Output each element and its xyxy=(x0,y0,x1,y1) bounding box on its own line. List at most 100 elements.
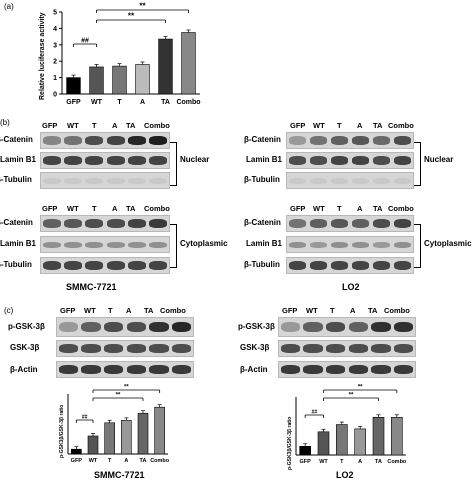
sig-label: ## xyxy=(312,410,318,416)
blot-band xyxy=(85,219,104,228)
blot-band xyxy=(309,136,328,145)
blot-band xyxy=(288,156,307,165)
bar xyxy=(181,32,196,95)
blot-band xyxy=(85,136,104,145)
blot-band xyxy=(393,136,412,145)
blot-band xyxy=(330,219,349,228)
bar xyxy=(137,412,149,455)
chart-c-right-xlabels: GFP WT T A TA Combo xyxy=(300,459,407,465)
blot-band xyxy=(149,136,168,145)
blot-band xyxy=(64,177,82,184)
blot-strip xyxy=(278,340,416,357)
blot-band xyxy=(172,365,192,374)
lane-label-gfp: GFP xyxy=(60,306,76,315)
x-tick-label: Combo xyxy=(150,458,170,464)
blot-strip xyxy=(286,236,414,253)
blot-band xyxy=(330,177,349,184)
blot-band xyxy=(128,241,146,248)
blot-band xyxy=(372,261,391,270)
y-tick-label: 3 xyxy=(53,42,57,49)
lane-label-wt: WT xyxy=(84,306,96,315)
bar xyxy=(299,445,311,456)
blot-band xyxy=(394,344,414,353)
sig-label: ## xyxy=(81,38,89,45)
blot-band xyxy=(104,322,124,332)
blot-band xyxy=(330,136,349,145)
sig-label: ** xyxy=(128,12,135,21)
blot-band xyxy=(85,156,104,165)
blot-band xyxy=(64,156,82,165)
lane-label-t: T xyxy=(337,121,342,130)
blot-band xyxy=(371,344,391,353)
bar xyxy=(112,65,127,95)
x-tick-label: GFP xyxy=(66,99,81,106)
blot-band xyxy=(42,219,61,228)
chart-a-sig: ## ** ** xyxy=(73,2,189,47)
x-tick-label: T xyxy=(340,459,344,465)
label-lamin-cyto-left: Lamin B1 xyxy=(0,239,37,248)
x-tick-label: A xyxy=(124,458,128,464)
lane-label-combo: Combo xyxy=(384,306,410,315)
lane-label-ta: TA xyxy=(368,306,378,315)
label-nuclear-left: Nuclear xyxy=(180,155,210,164)
lane-label-wt: WT xyxy=(67,121,79,130)
blot-band xyxy=(372,136,391,145)
blot-band xyxy=(64,136,82,145)
y-tick-label: 5 xyxy=(53,10,57,17)
label-p-gsk-right: p-GSK-3β xyxy=(238,322,275,331)
blot-band xyxy=(149,177,168,184)
panel-label-b: (b) xyxy=(0,118,10,127)
bracket-nuclear-right xyxy=(414,142,421,186)
bar xyxy=(121,420,132,455)
label-beta-catenin-nuc-left: β-Catenin xyxy=(0,135,33,144)
lane-label-ta: TA xyxy=(144,306,154,315)
chart-c-left-bars xyxy=(71,404,165,455)
label-tubulin-nuc-right: β-Tubulin xyxy=(244,175,280,184)
blot-band xyxy=(172,344,192,353)
chart-a-xlabels: GFP WT T A TA Combo xyxy=(66,99,200,106)
x-tick-label: TA xyxy=(375,459,382,465)
blot-band xyxy=(351,177,370,184)
lane-label-ta: TA xyxy=(126,204,136,213)
blot-band xyxy=(393,156,412,165)
blot-band xyxy=(309,219,328,228)
lane-label-ta: TA xyxy=(373,204,383,213)
blot-band xyxy=(309,241,328,248)
blot-band xyxy=(351,261,370,270)
blot-band xyxy=(326,365,346,374)
label-beta-catenin-cyto-right: β-Catenin xyxy=(244,218,281,227)
blot-strip xyxy=(40,257,170,274)
chart-c-left-title: SMMC-7721 xyxy=(94,470,145,480)
blot-band xyxy=(106,219,125,228)
blot-band xyxy=(280,322,300,332)
sig-label: ** xyxy=(124,385,129,391)
blot-band xyxy=(42,177,61,184)
blot-strip xyxy=(286,152,414,169)
sig-label: ** xyxy=(349,393,354,399)
blot-strip xyxy=(286,172,414,189)
chart-a-ylabel: Relative luciferase activity xyxy=(39,12,46,100)
x-tick-label: TA xyxy=(140,458,147,464)
label-gsk-left: GSK-3β xyxy=(10,343,40,352)
label-nuclear-right: Nuclear xyxy=(424,155,454,164)
blot-band xyxy=(371,322,391,332)
blot-strip xyxy=(40,152,170,169)
blot-band xyxy=(149,344,169,353)
x-tick-label: T xyxy=(108,458,112,464)
bracket-cyto-right xyxy=(414,224,421,268)
blot-strip xyxy=(286,257,414,274)
blot-band xyxy=(149,156,168,165)
bar xyxy=(336,424,348,456)
bar xyxy=(372,416,385,456)
y-tick-label: 1 xyxy=(53,75,57,82)
bar xyxy=(391,416,403,456)
blot-band xyxy=(330,261,349,270)
blot-band xyxy=(393,177,412,184)
label-cyto-right: Cytoplasmic xyxy=(424,239,472,248)
blot-band xyxy=(106,261,125,270)
lane-label-combo: Combo xyxy=(160,306,186,315)
blot-band xyxy=(280,344,300,353)
blot-band xyxy=(104,365,124,374)
blot-band xyxy=(372,177,391,184)
blot-band xyxy=(280,365,300,374)
